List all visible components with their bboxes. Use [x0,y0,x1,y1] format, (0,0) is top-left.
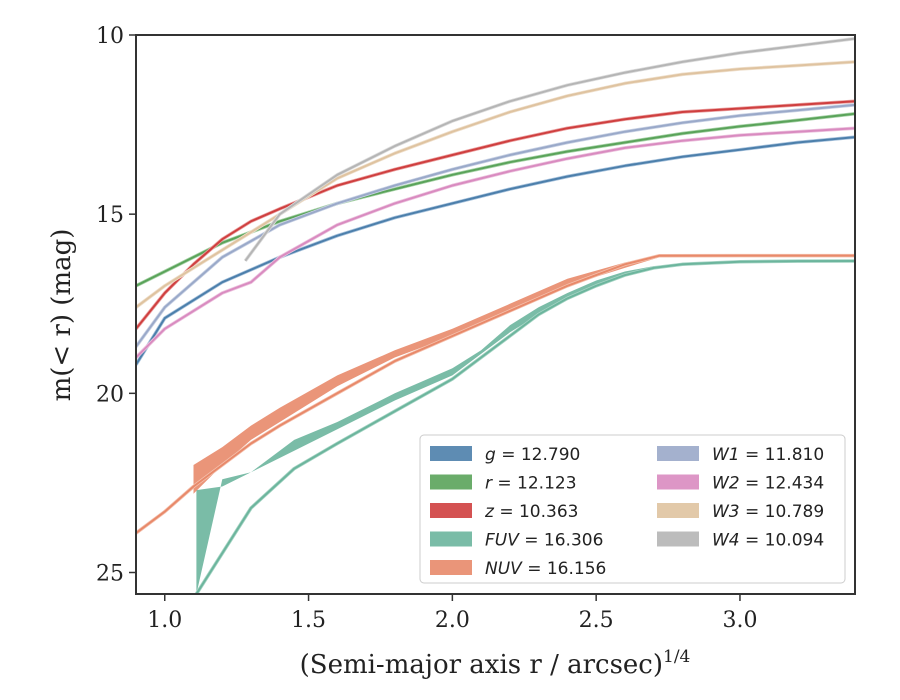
x-tick-label: 1.0 [147,608,182,633]
y-tick-label: 25 [96,562,124,587]
x-tick-label: 1.5 [291,608,326,633]
legend-box [419,434,846,584]
series-glow-w4 [243,36,855,262]
x-tick-label: 3.0 [722,608,757,633]
series-line-r [136,112,855,287]
series-line-w4 [244,37,855,262]
legend-swatch-r [430,474,472,490]
series-line-nuv [136,254,855,534]
series-line-fuv [195,260,855,594]
legend-label-nuv: NUV = 16.156 [485,559,606,579]
y-tick-label: 20 [96,382,124,407]
y-tick-label: 10 [96,24,124,49]
legend-label-w3: W3 = 10.789 [712,502,824,522]
legend-swatch-fuv [430,531,472,547]
legend-swatch-w2 [657,474,699,490]
legend-swatch-nuv [430,560,472,575]
legend-label-z: z = 10.363 [484,502,578,522]
series-line-w3 [136,60,855,309]
x-tick-label: 2.5 [579,608,614,633]
series-line-w1 [136,103,855,348]
legend-label-w4: W4 = 10.094 [712,531,824,551]
legend-label-r: r = 12.123 [485,474,577,494]
plot-area [136,36,855,594]
y-axis: 10 15 20 25 [96,24,136,587]
series-glow-g [136,135,855,366]
series-line-w2 [136,127,855,359]
y-tick-label: 15 [96,203,124,228]
legend-label-w2: W2 = 12.434 [712,474,824,494]
series-line-g [136,136,855,366]
legend-swatch-g [430,446,472,461]
legend-swatch-w1 [657,446,699,461]
legend-swatch-w3 [657,503,699,518]
legend-swatch-w4 [657,531,699,547]
legend: g = 12.790 r = 12.123 z = 10.363 FUV = 16.3… [419,434,846,584]
series-line-z [136,100,855,330]
legend-label-w1: W1 = 11.810 [712,445,824,465]
x-axis-label: (Semi-major axis r / arcsec)1/4 [300,647,691,680]
plot-frame [135,34,856,595]
legend-label-fuv: FUV = 16.306 [485,531,603,551]
series-glow-w3 [136,60,855,309]
series-glow-w2 [136,126,855,359]
x-tick-label: 2.0 [435,608,470,633]
legend-label-g: g = 12.790 [485,445,580,465]
y-axis-label: m(< r) (mag) [47,229,77,402]
legend-swatch-z [430,503,472,518]
x-axis: 1.0 1.5 2.0 2.5 3.0 [147,594,757,633]
